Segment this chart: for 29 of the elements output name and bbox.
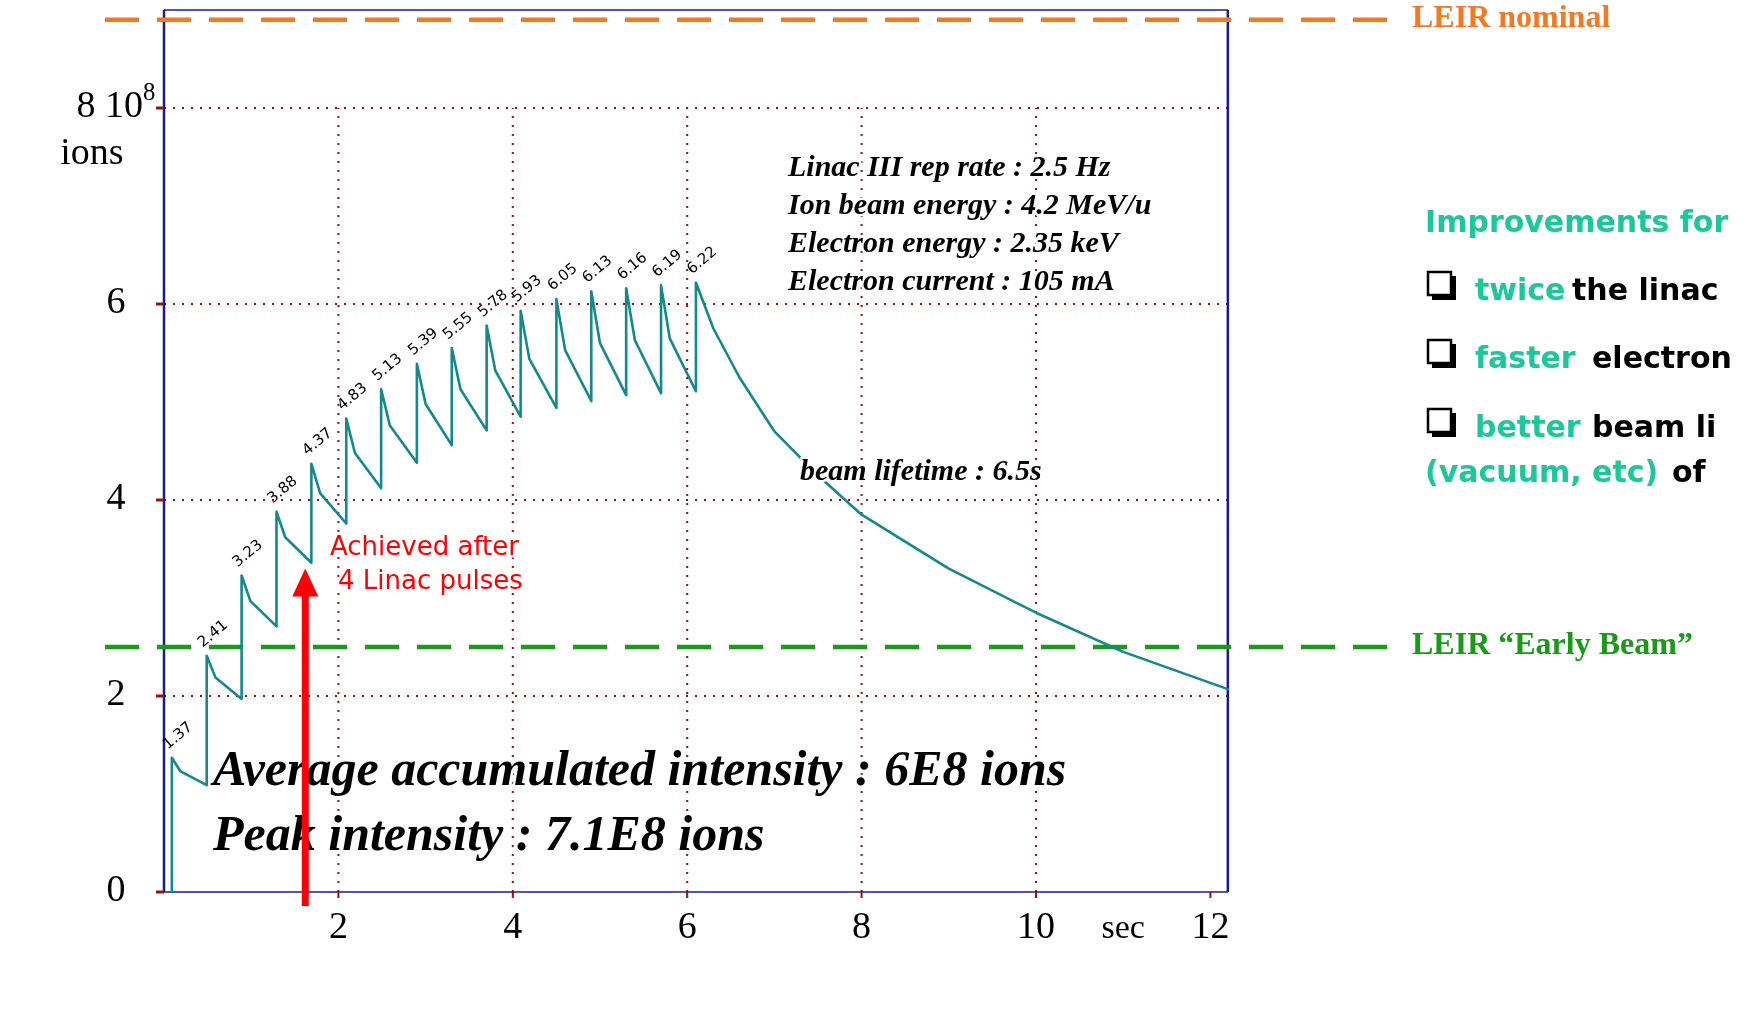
- annotation: Ion beam energy : 4.2 MeV/u: [787, 187, 1152, 220]
- x-axis-title: sec: [1101, 908, 1145, 945]
- text: (vacuum, etc): [1425, 454, 1659, 489]
- x-tick-label: 12: [1191, 904, 1230, 946]
- ref-line-label: LEIR nominal: [1412, 0, 1611, 35]
- y-tick-label: 2: [106, 670, 126, 713]
- ref-line-label: LEIR “Early Beam”: [1412, 625, 1693, 662]
- x-tick-label: 10: [1017, 904, 1055, 946]
- text: Improvements for: [1425, 204, 1729, 239]
- y-axis-title: ions: [60, 130, 124, 172]
- y-tick-label: 8 10$^{8}$: [76, 78, 156, 125]
- x-tick-label: 4: [503, 904, 523, 946]
- y-tick-label: 4: [106, 474, 126, 517]
- text: better: [1475, 409, 1581, 444]
- text: electron: [1592, 340, 1732, 375]
- annotation: Electron energy : 2.35 keV: [787, 225, 1122, 258]
- x-tick-label: 8: [852, 904, 872, 946]
- text: twice: [1475, 272, 1566, 307]
- x-tick-label: 2: [328, 904, 348, 946]
- text: of: [1672, 454, 1707, 489]
- x-tick-label: 6: [677, 904, 697, 946]
- annotation: Linac III rep rate : 2.5 Hz: [787, 149, 1111, 182]
- text: the linac: [1572, 272, 1719, 307]
- text: faster: [1475, 340, 1576, 375]
- y-tick-label: 6: [106, 278, 126, 321]
- y-tick-label: 0: [106, 866, 126, 909]
- text: beam li: [1592, 409, 1717, 444]
- annotation: Electron current : 105 mA: [787, 263, 1115, 296]
- annotation: Achieved after 4 Linac pulses: [330, 531, 523, 595]
